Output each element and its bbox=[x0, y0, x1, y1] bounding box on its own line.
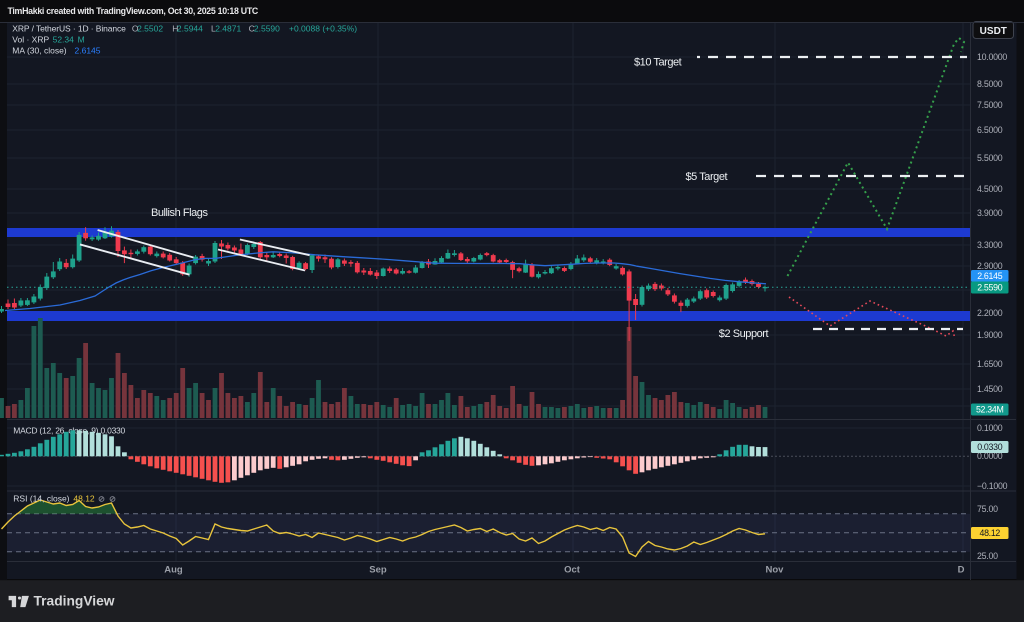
svg-text:O: O bbox=[132, 24, 139, 34]
svg-text:8.5000: 8.5000 bbox=[977, 79, 1003, 89]
svg-text:Vol · XRP: Vol · XRP bbox=[12, 35, 49, 45]
svg-text:D: D bbox=[958, 565, 965, 576]
svg-text:4.5000: 4.5000 bbox=[977, 184, 1003, 194]
svg-text:USDT: USDT bbox=[980, 26, 1007, 37]
svg-text:3.9000: 3.9000 bbox=[977, 208, 1003, 218]
svg-text:2.5590: 2.5590 bbox=[254, 24, 280, 34]
svg-text:Aug: Aug bbox=[164, 565, 183, 576]
svg-text:2.2000: 2.2000 bbox=[977, 308, 1003, 318]
svg-text:1.9000: 1.9000 bbox=[977, 330, 1003, 340]
svg-text:2.6145: 2.6145 bbox=[977, 271, 1003, 281]
svg-text:6.5000: 6.5000 bbox=[977, 125, 1003, 135]
svg-text:+0.0088 (+0.35%): +0.0088 (+0.35%) bbox=[289, 24, 357, 34]
svg-text:5.5000: 5.5000 bbox=[977, 153, 1003, 163]
svg-text:TimHakki created with TradingV: TimHakki created with TradingView.com, O… bbox=[8, 6, 259, 16]
svg-text:M: M bbox=[78, 35, 85, 45]
svg-text:Sep: Sep bbox=[369, 565, 387, 576]
svg-text:H: H bbox=[172, 24, 178, 34]
svg-text:RSI (14, close): RSI (14, close) bbox=[13, 494, 69, 504]
svg-text:7.5000: 7.5000 bbox=[977, 100, 1003, 110]
svg-text:MA (30, close): MA (30, close) bbox=[12, 46, 66, 56]
svg-text:48.12: 48.12 bbox=[73, 494, 95, 504]
svg-text:2.6145: 2.6145 bbox=[75, 46, 101, 56]
svg-text:$5 Target: $5 Target bbox=[686, 171, 728, 183]
svg-text:MACD (12, 26, close, 9): MACD (12, 26, close, 9) bbox=[13, 426, 98, 436]
svg-text:0.0330: 0.0330 bbox=[977, 442, 1003, 452]
svg-text:25.00: 25.00 bbox=[977, 551, 998, 561]
svg-text:2.5944: 2.5944 bbox=[177, 24, 203, 34]
svg-text:2.9000: 2.9000 bbox=[977, 261, 1003, 271]
svg-text:10.0000: 10.0000 bbox=[977, 52, 1007, 62]
svg-text:52.34: 52.34 bbox=[53, 35, 75, 45]
svg-text:2.4871: 2.4871 bbox=[215, 24, 241, 34]
svg-text:0.0000: 0.0000 bbox=[977, 451, 1003, 461]
svg-text:$10 Target: $10 Target bbox=[634, 57, 682, 69]
svg-text:2.5502: 2.5502 bbox=[137, 24, 163, 34]
svg-text:C: C bbox=[249, 24, 255, 34]
svg-text:Nov: Nov bbox=[766, 565, 785, 576]
svg-text:48.12: 48.12 bbox=[979, 528, 1000, 538]
svg-text:52.34M: 52.34M bbox=[976, 405, 1004, 415]
svg-text:2.5590: 2.5590 bbox=[977, 283, 1003, 293]
svg-text:75.00: 75.00 bbox=[977, 504, 998, 514]
svg-text:1.4500: 1.4500 bbox=[977, 384, 1003, 394]
svg-text:0.0330: 0.0330 bbox=[101, 426, 126, 436]
svg-text:L: L bbox=[211, 24, 216, 34]
svg-text:Bullish Flags: Bullish Flags bbox=[151, 207, 208, 219]
svg-text:3.3000: 3.3000 bbox=[977, 240, 1003, 250]
svg-text:−0.1000: −0.1000 bbox=[977, 481, 1008, 491]
svg-text:Oct: Oct bbox=[564, 565, 581, 576]
svg-text:TradingView: TradingView bbox=[34, 594, 115, 609]
svg-text:1.6500: 1.6500 bbox=[977, 359, 1003, 369]
svg-text:$2 Support: $2 Support bbox=[719, 328, 769, 340]
svg-text:0.1000: 0.1000 bbox=[977, 423, 1003, 433]
svg-text:XRP / TetherUS · 1D · Binance: XRP / TetherUS · 1D · Binance bbox=[12, 24, 126, 34]
